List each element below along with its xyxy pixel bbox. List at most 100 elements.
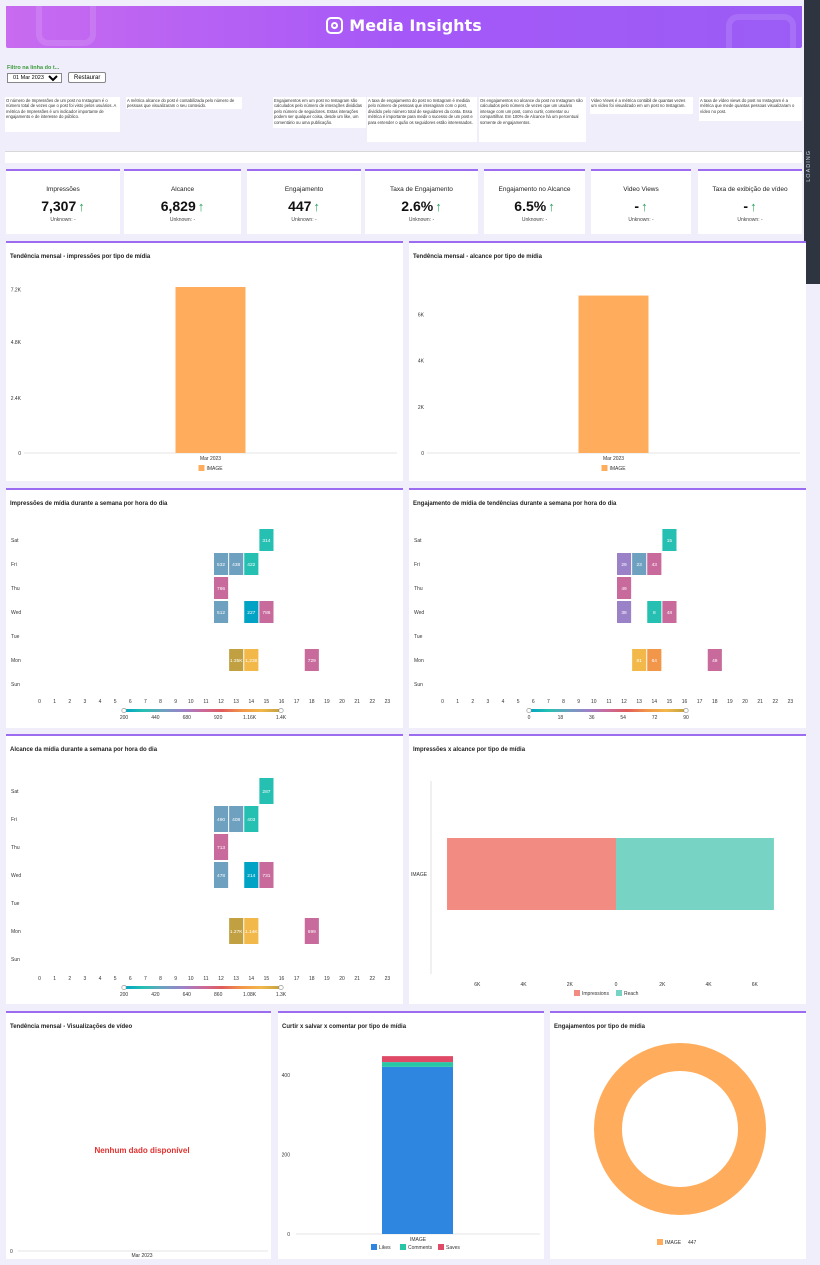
legend-label: IMAGE <box>665 1240 682 1246</box>
scale-label: 72 <box>652 715 658 721</box>
cell-label: 786 <box>262 610 270 616</box>
cell-label: 729 <box>308 658 316 664</box>
kpi-title: Engajamento no Alcance <box>498 186 571 193</box>
metric-descriptions: O número de Impressões de um post no Ins… <box>5 97 802 147</box>
bar-saves <box>382 1056 453 1063</box>
x-tick-label: 6K <box>752 982 759 988</box>
heatmap-cell <box>244 553 259 575</box>
bar-image <box>175 287 246 453</box>
chart-impressions-vs-reach: Impressões x alcance por tipo de mídia I… <box>409 734 806 1004</box>
legend-swatch <box>574 990 580 996</box>
cell-label: 43 <box>652 562 658 568</box>
date-range-select[interactable]: 01 Mar 2023 - 3 <box>7 72 62 83</box>
slice-label: 100.0% <box>673 1217 687 1222</box>
heatmap-cell <box>214 601 229 623</box>
chart-engagement-heatmap: Engajamento de mídia de tendências duran… <box>409 488 806 728</box>
kpi-sub: Unknown: - <box>169 217 196 223</box>
cell-label: 1.14K <box>245 929 258 935</box>
hour-label: 18 <box>309 976 315 982</box>
heatmap-cell <box>244 806 259 832</box>
chart-title: Engajamentos por tipo de mídia <box>554 1024 646 1030</box>
hour-label: 1 <box>53 976 56 982</box>
kpi-card: Impressões 7,307 ↑ Unknown: - <box>6 169 120 234</box>
hour-label: 14 <box>249 699 255 705</box>
chart-svg: 0 2K 4K 6K Mar 2023 IMAGE <box>418 295 800 472</box>
hour-label: 17 <box>294 699 300 705</box>
heatmap-cell <box>214 553 229 575</box>
legend-swatch <box>198 465 205 471</box>
description-video-view-rate: A taxa de vídeo views do post no Instagr… <box>699 97 802 121</box>
kpi-value: - ↑ <box>698 198 802 214</box>
decoration-shape <box>36 6 96 46</box>
hour-label: 12 <box>218 699 224 705</box>
divider <box>5 151 802 163</box>
y-tick-label: 2.4K <box>11 396 22 402</box>
heatmap-cell <box>244 918 259 944</box>
hour-label: 14 <box>652 699 658 705</box>
cell-label: 699 <box>308 929 316 935</box>
arrow-up-icon: ↑ <box>435 199 442 214</box>
hour-label: 11 <box>606 699 611 705</box>
chart-svg: 0 2.4K 4.8K 7.2K Mar 2023 IMAGE <box>11 287 397 472</box>
legend-swatch <box>438 1244 444 1250</box>
hour-label: 4 <box>502 699 505 705</box>
kpi-value: 6.5% ↑ <box>484 198 585 214</box>
hour-label: 5 <box>114 699 117 705</box>
row-label: Wed <box>11 610 21 616</box>
x-tick-label: 0 <box>615 982 618 988</box>
hour-label: 13 <box>636 699 642 705</box>
hour-label: 16 <box>279 699 285 705</box>
cell-label: 478 <box>217 873 225 879</box>
chart-impressions-trend: Tendência mensal - impressões por tipo d… <box>6 241 403 481</box>
kpi-sub: Unknown: - <box>50 217 76 223</box>
hour-label: 3 <box>84 699 87 705</box>
cell-label: 214 <box>247 873 255 879</box>
chart-svg: 0 200 400 IMAGE Likes Comments Saves <box>282 1056 540 1251</box>
row-label: Tue <box>11 634 20 640</box>
cell-label: 731 <box>262 873 270 879</box>
hour-label: 12 <box>621 699 627 705</box>
cell-label: 403 <box>247 817 255 823</box>
bar-impressions <box>447 838 616 910</box>
cell-label: 438 <box>232 562 240 568</box>
hour-label: 0 <box>38 976 41 982</box>
chart-title: Alcance da mídia durante a semana por ho… <box>10 747 158 753</box>
row-label: Sat <box>11 789 19 795</box>
x-tick-label: Mar 2023 <box>603 456 624 462</box>
heatmap-cell <box>617 601 632 623</box>
hour-label: 9 <box>174 699 177 705</box>
hour-label: 12 <box>218 976 224 982</box>
kpi-value-text: - <box>634 198 640 214</box>
x-tick-label: Mar 2023 <box>200 456 221 462</box>
hour-label: 6 <box>532 699 535 705</box>
hour-label: 23 <box>385 976 391 982</box>
hour-label: 5 <box>517 699 520 705</box>
heatmap-cell <box>259 778 274 804</box>
heatmap-cell <box>259 529 274 551</box>
heatmap-cell <box>244 649 259 671</box>
x-tick-label: 2K <box>659 982 666 988</box>
kpi-sub: Unknown: - <box>737 217 763 223</box>
row-label: Fri <box>414 562 420 568</box>
hour-label: 19 <box>324 976 330 982</box>
row-label: Thu <box>414 586 423 592</box>
chart-reach-heatmap: Alcance da mídia durante a semana por ho… <box>6 734 403 1004</box>
cell-label: 713 <box>217 845 225 851</box>
arrow-up-icon: ↑ <box>313 199 320 214</box>
reset-button[interactable]: Restaurar <box>68 72 107 83</box>
row-label: Fri <box>11 562 17 568</box>
legend-swatch <box>371 1244 377 1250</box>
legend-label: Reach <box>624 991 639 997</box>
hour-label: 1 <box>456 699 459 705</box>
y-tick-label: 200 <box>282 1152 291 1158</box>
cell-label: 314 <box>262 538 270 544</box>
kpi-sub: Unknown: - <box>628 217 654 223</box>
hour-label: 17 <box>294 976 300 982</box>
row-label: Sat <box>11 538 19 544</box>
page-title-text: Media Insights <box>349 16 482 35</box>
heatmap-cell <box>647 601 662 623</box>
hour-label: 8 <box>159 976 162 982</box>
chart-svg: 0 Mar 2023 Nenhum dado disponível <box>10 1146 268 1259</box>
kpi-sub: Unknown: - <box>521 217 548 223</box>
